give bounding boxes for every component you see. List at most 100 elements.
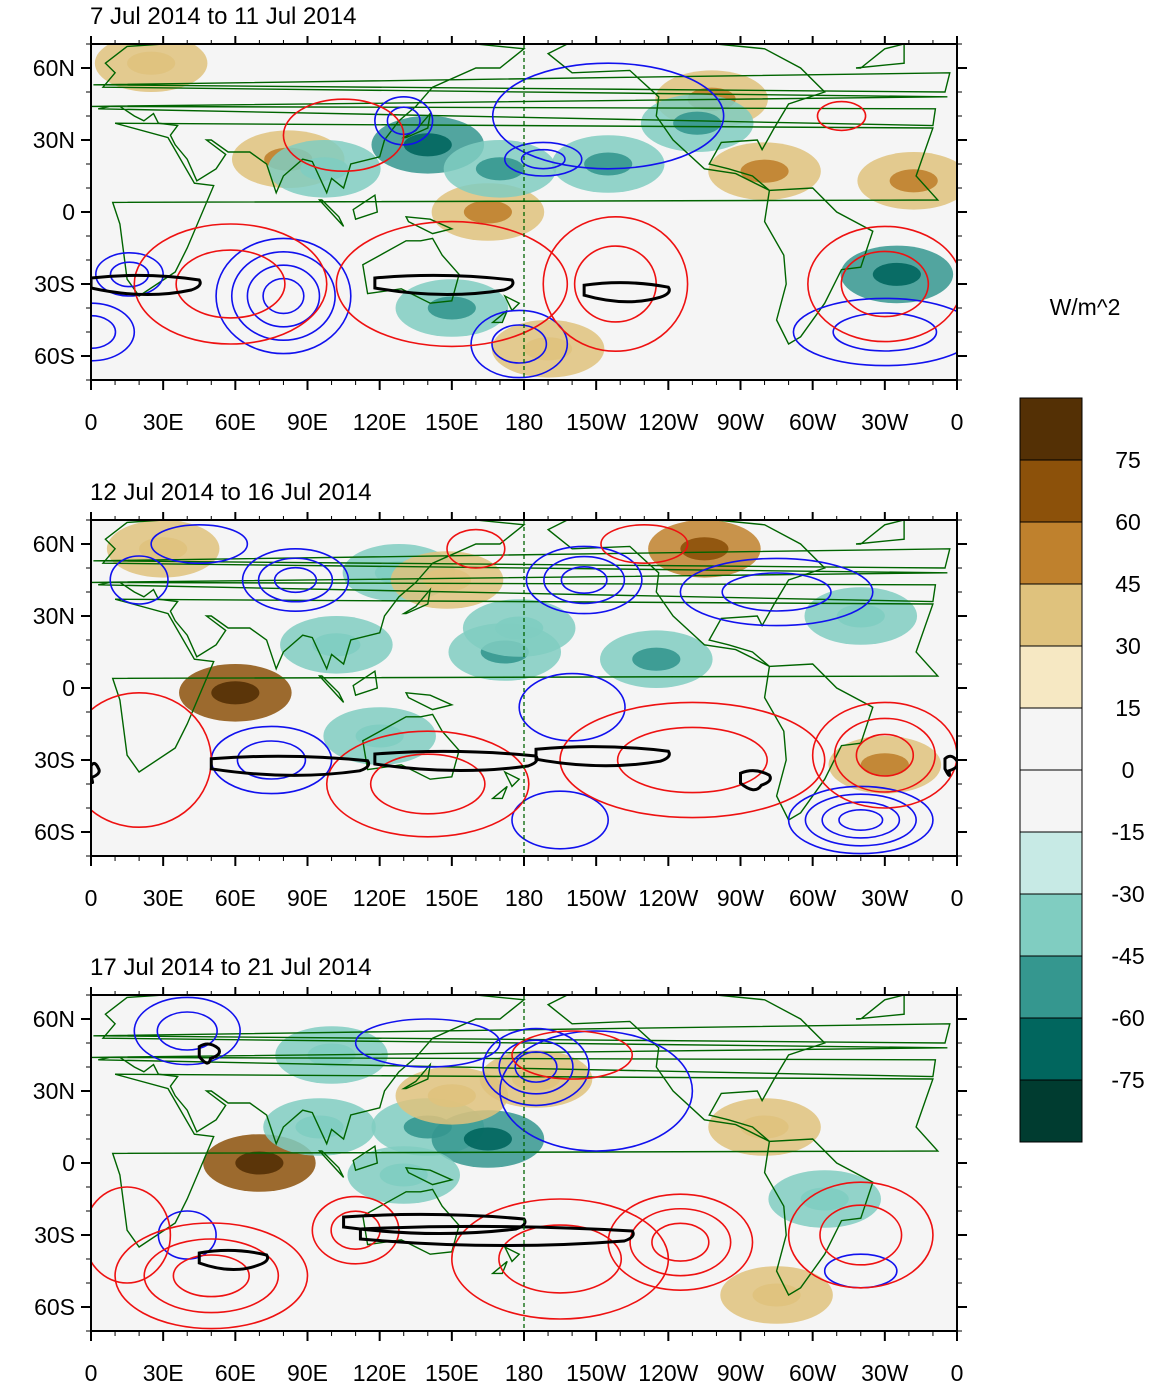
- positive-contour: [816, 100, 867, 132]
- negative-contour: [215, 237, 352, 355]
- anomaly-core: [584, 152, 633, 176]
- anomaly-core: [740, 159, 789, 183]
- negative-contour: [804, 793, 917, 847]
- positive-contour: [91, 1186, 172, 1284]
- anomaly-core: [403, 133, 452, 157]
- negative-contour: [482, 1027, 590, 1107]
- colorbar-swatch: [1019, 1079, 1083, 1143]
- colorbar-tick-label: 15: [1115, 695, 1141, 721]
- x-tick-label: 120E: [353, 409, 407, 435]
- x-tick-label: 60E: [215, 885, 256, 911]
- coastline: [546, 520, 826, 668]
- anomaly-core: [800, 1187, 849, 1211]
- x-tick-label: 60W: [789, 885, 837, 911]
- x-tick-label: 60W: [789, 409, 837, 435]
- colorbar-tick-label: 30: [1115, 633, 1141, 659]
- colorbar-swatch: [1019, 831, 1083, 895]
- positive-contour: [335, 220, 569, 348]
- positive-contour: [175, 249, 286, 319]
- colorbar-swatch: [1019, 707, 1083, 771]
- coastline: [404, 1166, 454, 1186]
- zero-contour: [534, 745, 671, 768]
- coastline: [490, 785, 508, 800]
- anomaly-core: [475, 157, 524, 181]
- x-tick-label: 30W: [861, 1360, 909, 1386]
- coastline: [546, 995, 826, 1143]
- colorbar-swatch: [1019, 893, 1083, 957]
- negative-contour: [821, 801, 901, 839]
- negative-contour: [236, 740, 307, 780]
- coastline: [352, 670, 379, 697]
- y-tick-label: 60N: [33, 1006, 75, 1032]
- zero-contour: [209, 754, 371, 777]
- panel-3-title: 17 Jul 2014 to 21 Jul 2014: [90, 954, 372, 981]
- positive-contour: [172, 1254, 250, 1298]
- x-tick-label: 30W: [861, 409, 909, 435]
- negative-contour: [832, 312, 938, 352]
- anomaly-core: [463, 1127, 512, 1151]
- colorbar-swatch: [1019, 583, 1083, 647]
- x-tick-label: 150W: [566, 885, 626, 911]
- negative-contour: [109, 555, 169, 605]
- y-tick-label: 30N: [33, 603, 75, 629]
- negative-contour: [133, 996, 241, 1066]
- negative-contour: [543, 555, 626, 605]
- x-tick-label: 60E: [215, 1360, 256, 1386]
- coastline: [93, 548, 951, 569]
- positive-contour: [840, 250, 930, 318]
- negative-contour: [91, 314, 117, 350]
- positive-contour: [616, 726, 768, 794]
- positive-contour: [282, 98, 405, 172]
- y-tick-label: 60N: [33, 531, 75, 557]
- y-tick-label: 30N: [33, 127, 75, 153]
- panel-2-title: 12 Jul 2014 to 16 Jul 2014: [90, 479, 372, 506]
- negative-contour: [150, 523, 249, 564]
- y-tick-label: 30S: [34, 1222, 75, 1248]
- coastline: [317, 675, 345, 703]
- anomaly-core: [427, 1084, 476, 1108]
- positive-contour: [498, 1224, 623, 1294]
- anomaly-core: [379, 1163, 428, 1187]
- anomaly-core: [860, 753, 909, 777]
- negative-contour: [499, 1030, 694, 1152]
- panel-1-title: 7 Jul 2014 to 11 Jul 2014: [90, 3, 357, 30]
- coastline: [362, 237, 460, 304]
- positive-contour: [369, 753, 486, 815]
- map-content: [91, 44, 957, 380]
- anomaly-core: [495, 616, 544, 640]
- x-tick-label: 90E: [287, 1360, 328, 1386]
- x-tick-label: 150E: [425, 885, 479, 911]
- negative-contour: [491, 324, 548, 364]
- negative-contour: [257, 557, 334, 603]
- zero-contour: [342, 1212, 527, 1236]
- negative-contour: [518, 672, 626, 742]
- zero-contour: [373, 273, 515, 297]
- coastline: [404, 215, 454, 235]
- colorbar-swatch: [1019, 769, 1083, 833]
- negative-contour: [95, 251, 164, 297]
- positive-contour: [559, 701, 826, 819]
- x-tick-label: 120W: [638, 885, 698, 911]
- x-tick-label: 0: [85, 1360, 98, 1386]
- y-tick-label: 30S: [34, 271, 75, 297]
- colorbar-tick-label: -75: [1111, 1067, 1144, 1093]
- map-panel-1: 0 30E 60E 90E 120E 150E 180 150W 120W 90W 60W 30W 0 6…: [33, 36, 967, 435]
- negative-contour: [511, 790, 609, 850]
- coastline: [855, 995, 905, 1020]
- x-tick-label: 30E: [143, 409, 184, 435]
- x-tick-label: 90W: [717, 409, 765, 435]
- zero-contour: [91, 761, 101, 784]
- positive-contour: [787, 1181, 934, 1289]
- positive-contour: [819, 1204, 903, 1266]
- coastline: [404, 691, 454, 711]
- positive-contour: [542, 216, 689, 352]
- x-tick-label: 150W: [566, 409, 626, 435]
- coastline: [111, 598, 940, 773]
- negative-contour: [91, 302, 136, 362]
- y-tick-label: 60S: [34, 1294, 75, 1320]
- y-tick-label: 30N: [33, 1078, 75, 1104]
- colorbar-swatch: [1019, 645, 1083, 709]
- negative-contour: [241, 547, 350, 612]
- x-tick-label: 120W: [638, 1360, 698, 1386]
- anomaly-core: [524, 337, 573, 361]
